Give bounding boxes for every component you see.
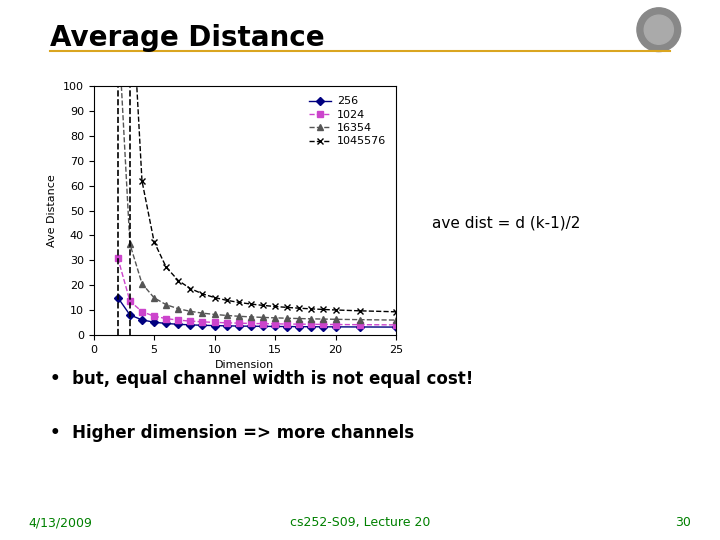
Text: cs252-S09, Lecture 20: cs252-S09, Lecture 20 [290,516,430,529]
Text: 30: 30 [675,516,691,529]
Y-axis label: Ave Distance: Ave Distance [48,174,58,247]
Circle shape [637,8,680,51]
Text: •  Higher dimension => more channels: • Higher dimension => more channels [50,424,415,442]
Text: Average Distance: Average Distance [50,24,325,52]
Circle shape [644,15,673,44]
Text: 4/13/2009: 4/13/2009 [29,516,93,529]
Text: •  but, equal channel width is not equal cost!: • but, equal channel width is not equal … [50,370,474,388]
X-axis label: Dimension: Dimension [215,360,274,370]
Legend: 256, 1024, 16354, 1045576: 256, 1024, 16354, 1045576 [305,92,390,151]
Text: ave dist = d (k-1)/2: ave dist = d (k-1)/2 [432,215,580,231]
